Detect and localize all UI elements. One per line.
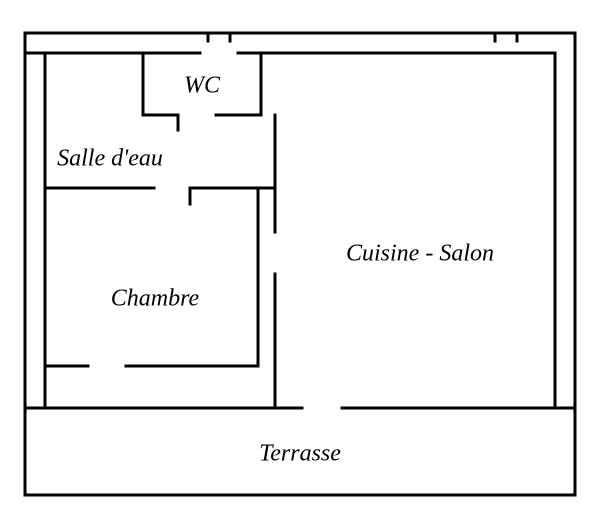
- label-chambre: Chambre: [111, 286, 200, 312]
- label-wc: WC: [184, 73, 221, 99]
- floor-plan: WC Salle d'eau Cuisine - Salon Chambre Terra…: [0, 0, 600, 518]
- floor-plan-svg: WC Salle d'eau Cuisine - Salon Chambre Terra…: [0, 0, 600, 518]
- label-salle-deau: Salle d'eau: [57, 146, 163, 172]
- label-terrasse: Terrasse: [259, 441, 341, 467]
- label-cuisine-salon: Cuisine - Salon: [346, 241, 494, 267]
